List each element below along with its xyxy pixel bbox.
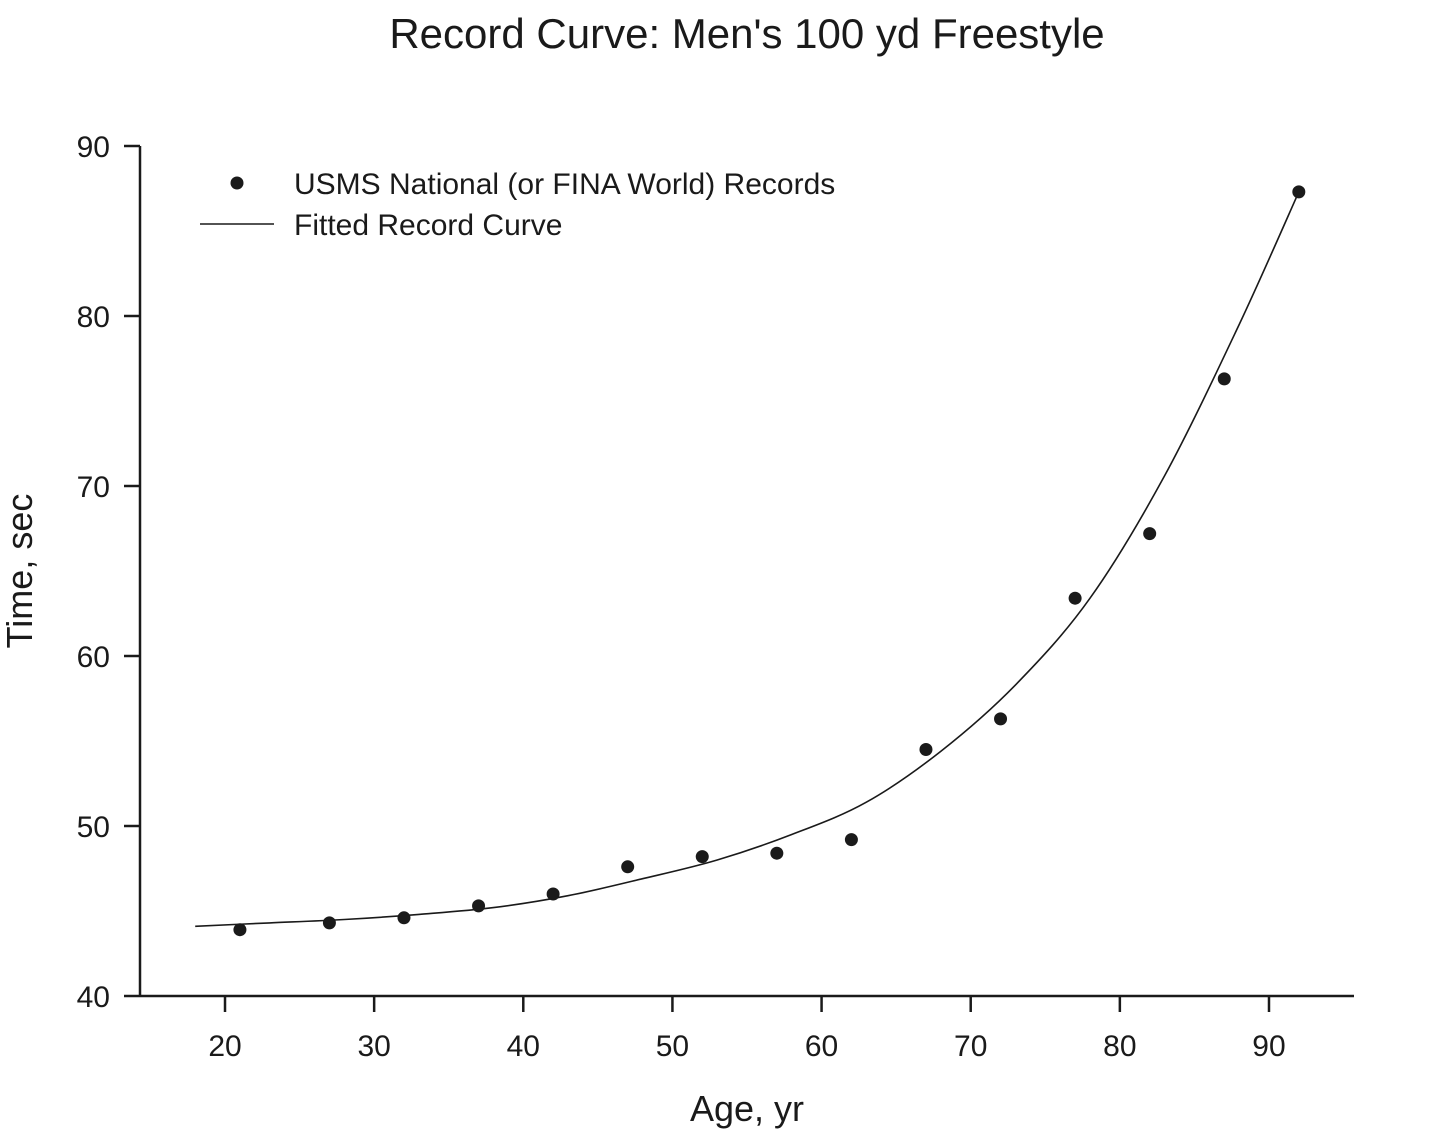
record-point	[1292, 185, 1306, 199]
y-axis-label: Time, sec	[0, 494, 40, 649]
y-tick-label: 70	[77, 471, 110, 504]
legend-label-records: USMS National (or FINA World) Records	[294, 168, 835, 201]
y-tick-label: 90	[77, 131, 110, 164]
record-point	[1068, 591, 1082, 605]
x-ticks: 20 30 40 50 60 70 80 90	[208, 996, 1286, 1063]
x-tick-label: 80	[1103, 1030, 1136, 1063]
x-tick-label: 90	[1252, 1030, 1285, 1063]
chart-title: Record Curve: Men's 100 yd Freestyle	[389, 10, 1104, 57]
record-point	[472, 899, 486, 913]
legend: USMS National (or FINA World) Records Fi…	[200, 168, 835, 242]
record-points	[233, 185, 1306, 937]
y-ticks: 40 50 60 70 80 90	[77, 131, 140, 1014]
record-point	[844, 833, 858, 847]
record-point	[695, 850, 709, 864]
record-point	[233, 923, 247, 937]
x-tick-label: 20	[208, 1030, 241, 1063]
record-point	[621, 860, 635, 874]
x-tick-label: 70	[954, 1030, 987, 1063]
record-point	[322, 916, 336, 930]
record-point	[546, 887, 560, 901]
record-point	[994, 712, 1008, 726]
legend-marker-records	[230, 176, 244, 190]
x-tick-label: 60	[805, 1030, 838, 1063]
record-point	[1143, 527, 1157, 541]
fitted-record-curve	[195, 191, 1300, 928]
legend-label-curve: Fitted Record Curve	[294, 209, 562, 242]
x-tick-label: 30	[357, 1030, 390, 1063]
y-tick-label: 60	[77, 641, 110, 674]
y-tick-label: 40	[77, 981, 110, 1014]
plot-area	[195, 185, 1306, 937]
x-axis-label: Age, yr	[690, 1088, 804, 1129]
axes: 20 30 40 50 60 70 80 90 40 50 60 70 80 90	[77, 131, 1354, 1063]
record-point	[397, 911, 411, 925]
x-tick-label: 40	[507, 1030, 540, 1063]
x-tick-label: 50	[656, 1030, 689, 1063]
record-point	[919, 743, 933, 756]
record-point	[770, 846, 784, 860]
y-tick-label: 80	[77, 301, 110, 334]
record-point	[1217, 372, 1231, 386]
y-tick-label: 50	[77, 811, 110, 844]
